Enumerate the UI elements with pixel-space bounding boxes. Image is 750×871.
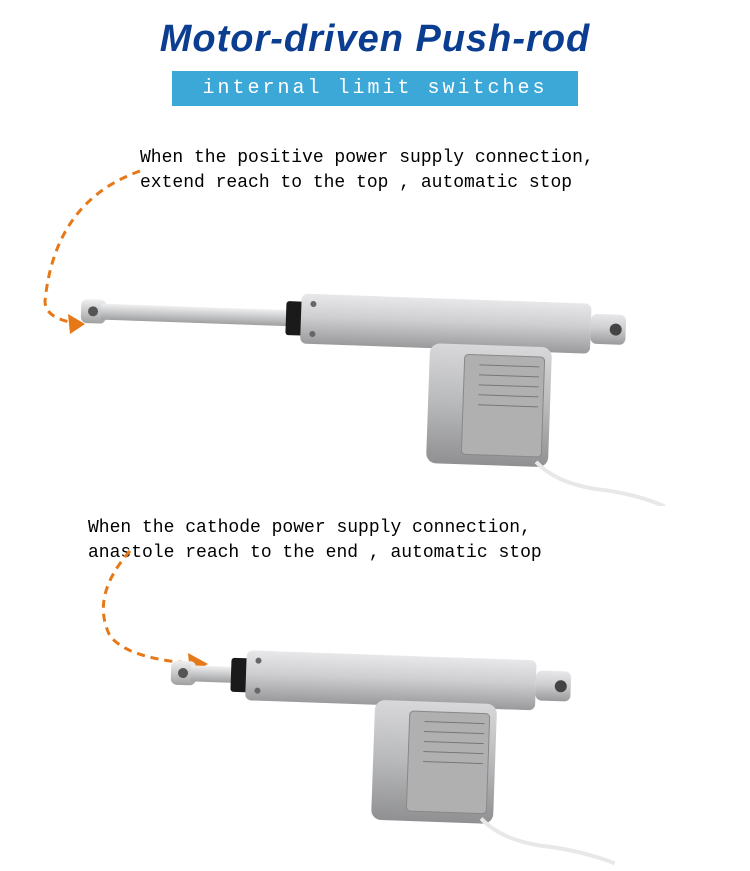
actuator-extended xyxy=(70,246,690,506)
subtitle-badge: internal limit switches xyxy=(172,71,577,106)
actuator-retracted xyxy=(160,606,720,866)
extended-description: When the positive power supply connectio… xyxy=(140,146,594,196)
extended-section: When the positive power supply connectio… xyxy=(0,146,750,486)
main-title: Motor-driven Push-rod xyxy=(0,0,750,61)
retracted-section: When the cathode power supply connection… xyxy=(0,516,750,856)
